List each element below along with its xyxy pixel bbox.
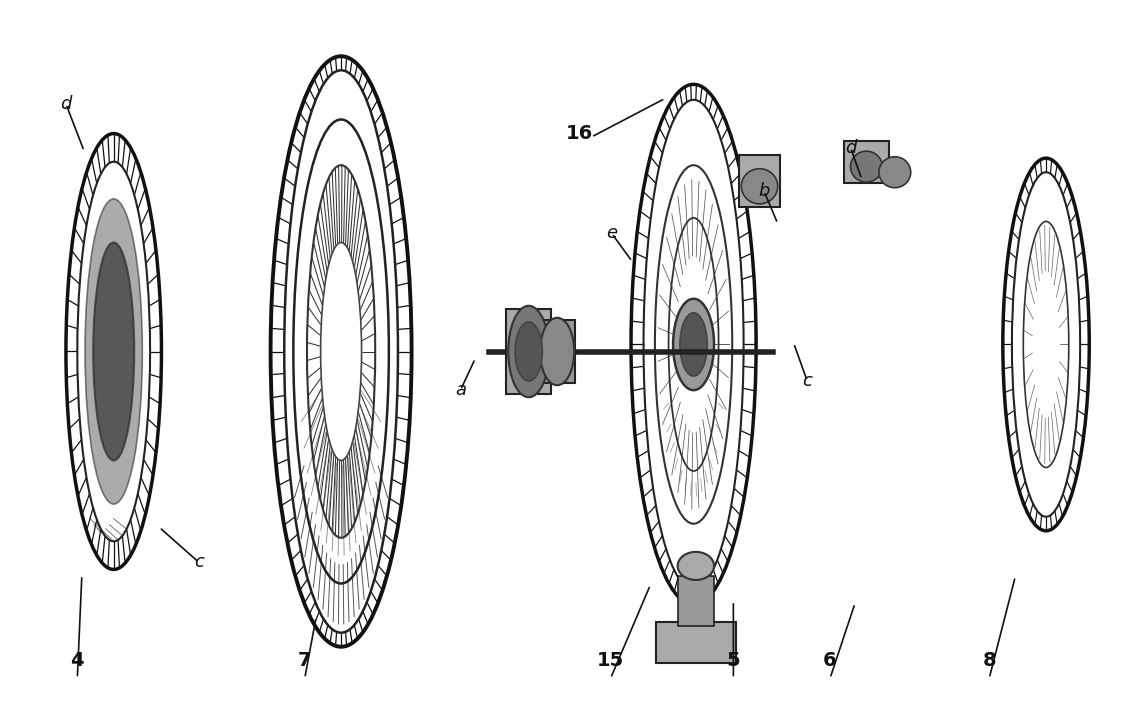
- Bar: [678, 576, 714, 626]
- Bar: [844, 141, 889, 183]
- Bar: [506, 309, 551, 394]
- Text: a: a: [455, 381, 466, 399]
- Text: 7: 7: [298, 651, 312, 671]
- Ellipse shape: [850, 151, 882, 182]
- Text: 15: 15: [597, 651, 624, 671]
- Ellipse shape: [680, 313, 707, 376]
- Bar: [739, 155, 780, 207]
- Text: 6: 6: [823, 651, 837, 671]
- Ellipse shape: [93, 243, 134, 460]
- Text: c: c: [803, 372, 812, 390]
- Ellipse shape: [85, 199, 142, 504]
- Bar: [543, 320, 575, 383]
- Ellipse shape: [508, 306, 549, 397]
- Ellipse shape: [741, 169, 778, 204]
- Text: 5: 5: [727, 651, 740, 671]
- Text: 16: 16: [566, 124, 594, 143]
- Ellipse shape: [678, 552, 714, 580]
- Text: b: b: [758, 182, 770, 200]
- Ellipse shape: [673, 299, 714, 390]
- Text: c: c: [194, 553, 204, 572]
- Ellipse shape: [540, 318, 574, 385]
- Text: e: e: [606, 224, 617, 243]
- Text: d: d: [60, 95, 72, 113]
- Text: 4: 4: [70, 651, 84, 671]
- Ellipse shape: [879, 157, 911, 188]
- Text: d: d: [845, 138, 856, 157]
- Bar: [656, 622, 736, 663]
- Text: 8: 8: [982, 651, 996, 671]
- Ellipse shape: [515, 322, 542, 381]
